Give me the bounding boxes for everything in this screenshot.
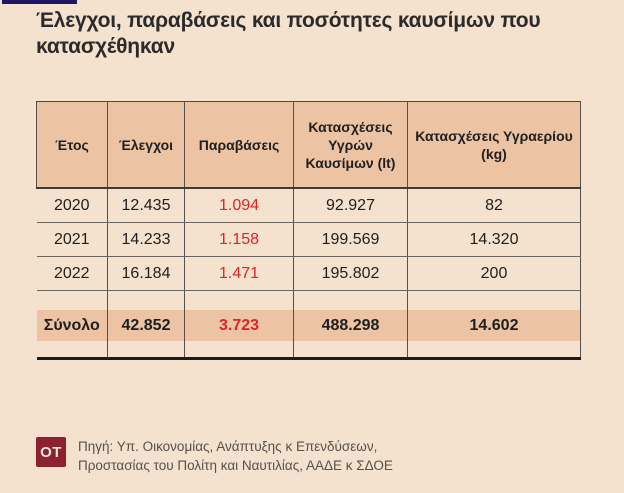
total-violations: 3.723 [184, 310, 294, 341]
cell-liquid-fuel: 199.569 [293, 222, 408, 257]
cell-violations: 1.094 [184, 188, 294, 223]
cell-violations: 1.471 [184, 256, 294, 291]
total-checks: 42.852 [107, 310, 185, 341]
table-row-2020: 2020 12.435 1.094 92.927 82 [36, 188, 581, 223]
total-liquid-fuel: 488.298 [293, 310, 408, 341]
ot-logo: OT [36, 437, 66, 467]
cell-year: 2022 [36, 256, 108, 291]
column-header-liquid-fuel-seizures: Κατασχέσεις Υγρών Καυσίμων (lt) [293, 101, 408, 189]
cell-liquid-fuel: 92.927 [293, 188, 408, 223]
column-header-lpg-seizures: Κατασχέσεις Υγραερίου (kg) [407, 101, 581, 189]
data-table: Έτος Έλεγχοι Παραβάσεις Κατασχέσεις Υγρώ… [36, 101, 581, 360]
cell-checks: 12.435 [107, 188, 185, 223]
total-lpg: 14.602 [407, 310, 581, 341]
column-header-checks: Έλεγχοι [107, 101, 185, 189]
source-line-1: Πηγή: Υπ. Οικονομίας, Ανάπτυξης κ Επενδύ… [78, 439, 378, 454]
source-text: Πηγή: Υπ. Οικονομίας, Ανάπτυξης κ Επενδύ… [78, 437, 393, 475]
cell-year: 2021 [36, 222, 108, 257]
cell-lpg: 200 [407, 256, 581, 291]
cell-liquid-fuel: 195.802 [293, 256, 408, 291]
column-header-violations: Παραβάσεις [184, 101, 294, 189]
table-row-2021: 2021 14.233 1.158 199.569 14.320 [36, 222, 581, 257]
column-header-year: Έτος [36, 101, 108, 189]
cell-violations: 1.158 [184, 222, 294, 257]
cell-year: 2020 [36, 188, 108, 223]
header-row: Έτος Έλεγχοι Παραβάσεις Κατασχέσεις Υγρώ… [36, 101, 581, 189]
bottom-spacer-row [36, 341, 581, 360]
total-row: Σύνολο 42.852 3.723 488.298 14.602 [36, 310, 581, 341]
spacer-row [36, 290, 581, 310]
cell-lpg: 14.320 [407, 222, 581, 257]
cell-lpg: 82 [407, 188, 581, 223]
source-line-2: Προστασίας του Πολίτη και Ναυτιλίας, ΑΑΔ… [78, 458, 393, 473]
page-title: Έλεγχοι, παραβάσεις και ποσότητες καυσίμ… [36, 9, 541, 58]
accent-bar [2, 0, 77, 4]
cell-checks: 16.184 [107, 256, 185, 291]
table-row-2022: 2022 16.184 1.471 195.802 200 [36, 256, 581, 291]
total-label: Σύνολο [36, 310, 108, 341]
cell-checks: 14.233 [107, 222, 185, 257]
